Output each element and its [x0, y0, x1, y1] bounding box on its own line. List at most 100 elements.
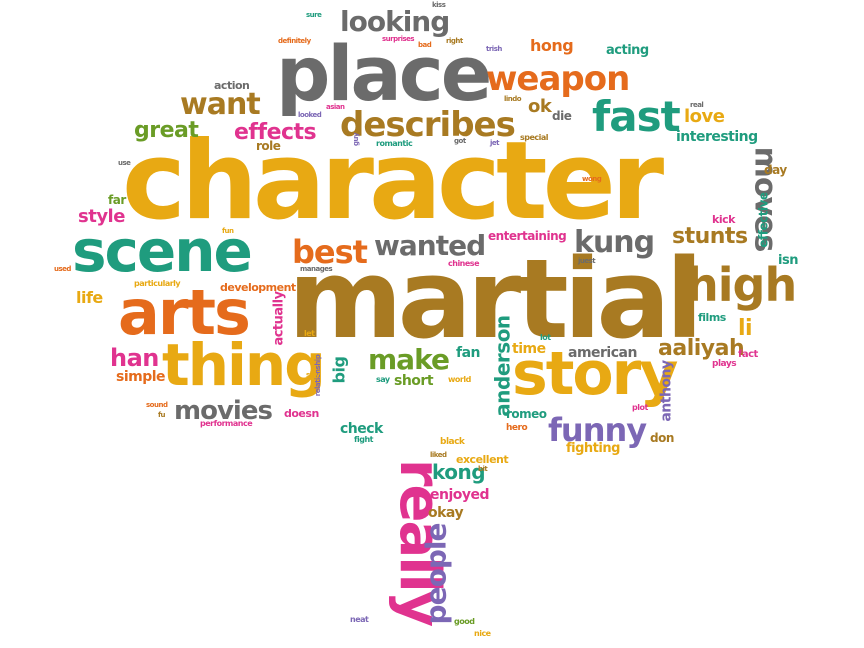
word-fast: fast: [592, 92, 681, 141]
word-lot: lot: [540, 333, 551, 342]
word-time: time: [512, 341, 546, 357]
word-make: make: [368, 343, 450, 376]
word-isn: isn: [778, 253, 798, 268]
word-people: people: [419, 523, 453, 625]
word-wong: wong: [582, 175, 602, 183]
word-particularly: particularly: [134, 279, 181, 288]
word-romeo: romeo: [506, 407, 547, 421]
word-fact: fact: [738, 349, 758, 360]
word-aaliyah: aaliyah: [658, 336, 745, 361]
word-big: big: [329, 356, 349, 384]
word-han: han: [110, 344, 159, 372]
word-love: love: [684, 106, 725, 127]
word-interesting: interesting: [676, 129, 758, 145]
word-guy: guy: [352, 132, 361, 147]
word-trish: trish: [486, 45, 502, 53]
word-effects: effects: [234, 120, 317, 145]
word-neat: neat: [350, 615, 369, 624]
word-weapon: weapon: [486, 59, 630, 99]
word-funny: funny: [548, 411, 647, 449]
word-sure: sure: [306, 11, 322, 19]
word-liked: liked: [430, 451, 447, 459]
word-definitely: definitely: [278, 37, 311, 45]
word-silly: silly: [306, 371, 320, 379]
word-excellent: excellent: [456, 453, 509, 466]
word-actually: actually: [271, 291, 287, 346]
word-black: black: [440, 437, 465, 447]
word-manages: manages: [300, 265, 333, 273]
word-jet: jet: [490, 139, 500, 147]
word-life: life: [76, 288, 103, 307]
word-asian: asian: [326, 103, 345, 111]
word-special: special: [520, 133, 549, 142]
word-world: world: [448, 375, 471, 384]
word-want: want: [180, 87, 261, 122]
word-performance: performance: [200, 419, 253, 428]
word-don: don: [650, 431, 674, 445]
word-kung: kung: [574, 225, 655, 260]
word-best: best: [292, 233, 368, 271]
word-chinese: chinese: [448, 259, 480, 268]
word-martial: martial: [288, 235, 703, 363]
word-fight: fight: [354, 435, 373, 444]
word-role: role: [256, 139, 281, 153]
word-lindo: lindo: [504, 95, 522, 103]
word-fu: fu: [158, 411, 166, 419]
word-doesn: doesn: [284, 407, 319, 420]
word-fan: fan: [456, 345, 481, 361]
word-bad: bad: [418, 41, 432, 49]
word-kiss: kiss: [432, 1, 446, 9]
word-action: action: [214, 79, 250, 92]
word-looking: looking: [340, 5, 450, 38]
word-sound: sound: [146, 401, 168, 409]
word-simple: simple: [116, 369, 166, 385]
word-high: high: [686, 258, 797, 312]
word-describes: describes: [340, 105, 516, 145]
word-looked: looked: [298, 111, 322, 119]
word-arts: arts: [118, 276, 251, 349]
word-development: development: [220, 281, 296, 294]
word-stunts: stunts: [672, 224, 748, 249]
word-style: style: [78, 206, 125, 227]
word-great: great: [134, 118, 199, 143]
word-plot: plot: [632, 403, 648, 412]
word-romantic: romantic: [376, 139, 413, 148]
word-okay: okay: [428, 505, 464, 521]
word-say: say: [376, 375, 390, 384]
word-day: day: [764, 163, 787, 177]
word-die: die: [552, 109, 572, 123]
word-wanted: wanted: [374, 229, 486, 262]
word-juest: juest: [578, 257, 596, 265]
word-ok: ok: [528, 96, 552, 117]
word-good: good: [454, 617, 475, 626]
word-character: character: [122, 119, 664, 244]
word-nice: nice: [474, 629, 491, 638]
word-surprises: surprises: [382, 35, 415, 43]
word-kick: kick: [712, 213, 735, 226]
word-let: let: [304, 329, 315, 338]
word-far: far: [108, 193, 126, 207]
word-enjoyed: enjoyed: [430, 487, 490, 503]
word-fun: fun: [222, 227, 234, 235]
word-li: li: [738, 316, 753, 341]
word-short: short: [394, 373, 434, 389]
word-use: use: [118, 159, 131, 167]
word-place: place: [276, 29, 492, 118]
word-american: american: [568, 345, 637, 361]
word-real: real: [690, 101, 704, 109]
word-anthony: anthony: [658, 360, 675, 422]
word-plays: plays: [712, 359, 737, 369]
word-got: got: [454, 137, 466, 145]
word-anderson: anderson: [490, 315, 515, 417]
word-scene: scene: [72, 217, 253, 285]
word-entertaining: entertaining: [488, 229, 567, 243]
word-check: check: [340, 421, 383, 437]
word-effective: effective: [756, 192, 771, 248]
word-hero: hero: [506, 423, 528, 433]
word-kong: kong: [432, 460, 486, 484]
word-movies: movies: [174, 396, 273, 426]
word-used: used: [54, 265, 71, 273]
word-films: films: [698, 311, 726, 324]
word-bit: bit: [478, 465, 488, 473]
